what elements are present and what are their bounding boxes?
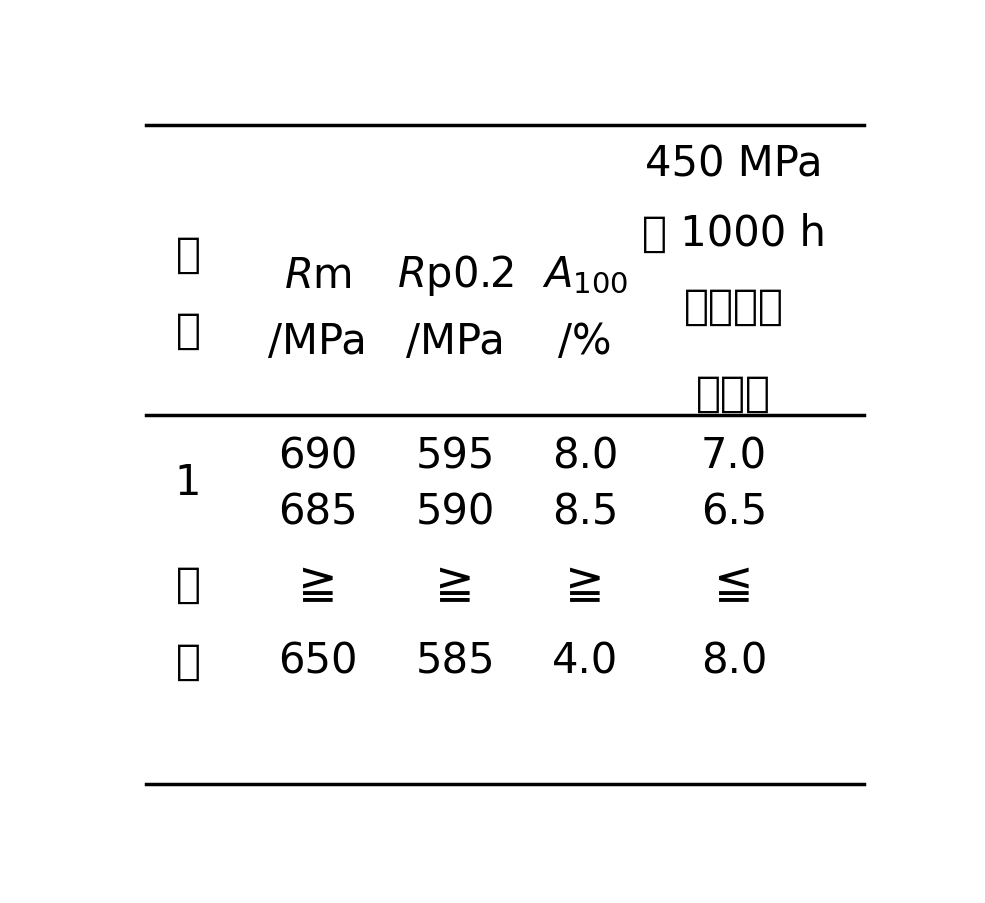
Text: 450 MPa: 450 MPa <box>645 143 822 185</box>
Text: 和 1000 h: 和 1000 h <box>642 212 825 255</box>
Text: 下的应力: 下的应力 <box>684 285 784 328</box>
Text: 595: 595 <box>416 435 494 477</box>
Text: $\mathit{R}$p0.2: $\mathit{R}$p0.2 <box>397 253 514 298</box>
Text: $\mathit{A}_{100}$: $\mathit{A}_{100}$ <box>542 255 628 296</box>
Text: 8.0: 8.0 <box>700 640 767 682</box>
Text: 准: 准 <box>175 640 201 682</box>
Text: $\mathit{R}$m: $\mathit{R}$m <box>284 255 352 296</box>
Text: /%: /% <box>558 321 612 362</box>
Text: ≧: ≧ <box>565 563 605 607</box>
Text: 590: 590 <box>416 490 494 533</box>
Text: 号: 号 <box>175 310 201 352</box>
Text: ≧: ≧ <box>298 563 338 607</box>
Text: 标: 标 <box>175 563 201 606</box>
Text: 4.0: 4.0 <box>552 640 619 682</box>
Text: 1: 1 <box>174 461 201 503</box>
Text: 585: 585 <box>416 640 495 682</box>
Text: /MPa: /MPa <box>268 321 367 362</box>
Text: 685: 685 <box>278 490 358 533</box>
Text: 650: 650 <box>278 640 358 682</box>
Text: 6.5: 6.5 <box>700 490 767 533</box>
Text: 松弛率: 松弛率 <box>696 372 771 414</box>
Text: 690: 690 <box>278 435 358 477</box>
Text: 组: 组 <box>175 233 201 275</box>
Text: /MPa: /MPa <box>406 321 504 362</box>
Text: ≦: ≦ <box>714 563 754 607</box>
Text: 7.0: 7.0 <box>700 435 767 477</box>
Text: 8.0: 8.0 <box>552 435 619 477</box>
Text: ≧: ≧ <box>435 563 475 607</box>
Text: 8.5: 8.5 <box>552 490 619 533</box>
